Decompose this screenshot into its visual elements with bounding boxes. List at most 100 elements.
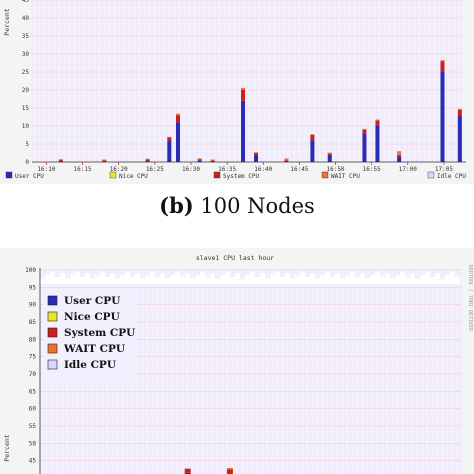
idle-bar: [370, 275, 375, 284]
idle-bar: [290, 278, 295, 284]
idle-bar: [80, 276, 85, 284]
idle-bar: [270, 275, 275, 284]
idle-bar: [65, 278, 70, 284]
bar-system-cpu: [362, 129, 367, 134]
bar-system-cpu: [58, 159, 63, 161]
x-tick-label: 16:50: [326, 166, 344, 173]
legend-label: WAIT CPU: [63, 343, 125, 355]
idle-bar: [125, 271, 130, 284]
bar-system-cpu: [145, 159, 150, 161]
idle-bar: [145, 275, 150, 284]
bar-wait-cpu: [397, 151, 402, 155]
idle-bar: [455, 276, 460, 284]
bar-system-cpu: [375, 120, 380, 126]
idle-bar: [90, 278, 95, 284]
bar-wait-cpu: [167, 136, 172, 138]
idle-bar: [390, 278, 395, 284]
idle-bar: [365, 278, 370, 284]
idle-bar: [105, 276, 110, 284]
idle-bar: [405, 276, 410, 284]
idle-bar: [235, 273, 240, 284]
bar-system-cpu: [310, 135, 315, 141]
bar-system-cpu: [167, 137, 172, 141]
legend-label: Nice CPU: [119, 173, 148, 180]
idle-bar: [305, 276, 310, 284]
idle-bar: [85, 273, 90, 284]
idle-bar: [50, 271, 55, 284]
legend-swatch: [427, 171, 435, 179]
idle-bar: [115, 278, 120, 284]
rrdtool-label: RRDTOOL / TOBI OETIKER: [467, 265, 473, 332]
bar-user-cpu: [362, 133, 367, 162]
bar-wait-cpu: [327, 152, 332, 154]
y-tick-label: 100: [25, 267, 36, 274]
bar-wait-cpu: [102, 159, 107, 161]
bar-user-cpu: [310, 140, 315, 162]
idle-bar: [225, 271, 230, 284]
idle-bar: [45, 275, 50, 284]
idle-bar: [155, 276, 160, 284]
idle-bar: [450, 271, 455, 284]
legend-swatch: [47, 343, 58, 354]
y-tick-label: 75: [29, 354, 37, 361]
bar-system-cpu: [241, 90, 246, 101]
y-tick-label: 0: [25, 159, 29, 166]
idle-bar: [330, 276, 335, 284]
y-tick-label: 55: [29, 423, 37, 430]
legend-label: WAIT CPU: [331, 173, 360, 180]
bar-system-cpu: [226, 469, 233, 474]
bar-wait-cpu: [175, 113, 180, 116]
idle-bar: [205, 276, 210, 284]
idle-bar: [430, 276, 435, 284]
idle-bar: [230, 276, 235, 284]
bar-wait-cpu: [362, 128, 367, 130]
idle-bar: [195, 275, 200, 284]
bar-system-cpu: [397, 154, 402, 157]
bar-wait-cpu: [58, 159, 63, 160]
bar-user-cpu: [397, 156, 402, 162]
legend-swatch: [321, 171, 329, 179]
bar-wait-cpu: [226, 467, 233, 470]
idle-bar: [275, 271, 280, 284]
legend-label: System CPU: [64, 327, 135, 339]
y-tick-label: 90: [29, 302, 37, 309]
idle-bar: [55, 276, 60, 284]
idle-bar: [395, 275, 400, 284]
idle-bar: [255, 276, 260, 284]
bar-user-cpu: [284, 160, 289, 162]
legend-label: Nice CPU: [64, 311, 120, 323]
y-tick-label: 5: [25, 141, 29, 148]
figure-caption: (b) 100 Nodes: [0, 193, 474, 218]
idle-bar: [170, 275, 175, 284]
idle-bar: [355, 276, 360, 284]
idle-bar: [360, 273, 365, 284]
idle-bar: [190, 278, 195, 284]
idle-bar: [265, 278, 270, 284]
bar-wait-cpu: [254, 152, 259, 153]
legend-swatch: [213, 171, 221, 179]
legend-label: Idle CPU: [64, 359, 116, 371]
bar-user-cpu: [58, 160, 63, 162]
idle-bar: [245, 275, 250, 284]
y-tick-label: 70: [29, 371, 37, 378]
x-tick-label: 17:05: [435, 166, 453, 173]
bottom-cpu-chart: slave1 CPU last hour RRDTOOL / TOBI OETI…: [0, 248, 474, 474]
x-tick-label: 16:45: [290, 166, 308, 173]
bar-system-cpu: [184, 468, 191, 473]
x-tick-label: 16:35: [218, 166, 236, 173]
legend-swatch: [47, 359, 58, 370]
bar-user-cpu: [457, 115, 462, 162]
y-tick-label: 45: [29, 458, 37, 465]
bar-wait-cpu: [310, 134, 315, 135]
idle-bar: [445, 275, 450, 284]
y-axis-label: Percent: [3, 434, 11, 461]
idle-bar: [400, 271, 405, 284]
idle-bar: [60, 273, 65, 284]
idle-bar: [70, 275, 75, 284]
caption-text: 100 Nodes: [200, 194, 315, 218]
y-tick-label: 65: [29, 388, 37, 395]
bar-system-cpu: [327, 153, 332, 155]
y-axis-label: Percent: [3, 8, 11, 35]
x-tick-label: 16:25: [146, 166, 164, 173]
idle-bar: [435, 273, 440, 284]
